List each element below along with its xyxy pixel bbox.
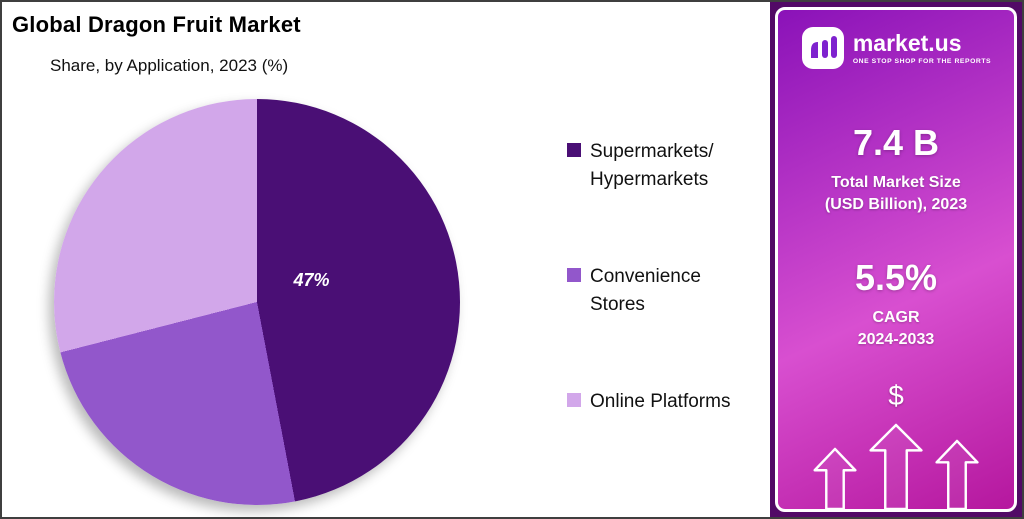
market-size-stat: 7.4 B Total Market Size (USD Billion), 2… <box>825 122 967 215</box>
market-size-label: Total Market Size (USD Billion), 2023 <box>824 174 968 213</box>
brand-text: market.us ONE STOP SHOP FOR THE REPORTS <box>853 31 991 65</box>
brand-tagline: ONE STOP SHOP FOR THE REPORTS <box>852 58 992 66</box>
legend-item: Supermarkets/ Hypermarkets <box>567 138 730 193</box>
dollar-icon: $ <box>888 380 904 412</box>
marketus-logo-icon <box>801 26 845 70</box>
cagr-label: CAGR 2024-2033 <box>857 309 935 348</box>
legend-item: Online Platforms <box>567 388 730 416</box>
legend-item: Convenience Stores <box>567 263 730 318</box>
legend-label: Convenience Stores <box>590 266 701 315</box>
cagr-value: 5.5% <box>854 257 938 299</box>
chart-title: Global Dragon Fruit Market <box>12 12 301 37</box>
chart-subtitle: Share, by Application, 2023 (%) <box>50 56 289 75</box>
legend-swatch <box>567 393 581 408</box>
market-size-value: 7.4 B <box>852 122 940 163</box>
legend: Supermarkets/ Hypermarkets Convenience S… <box>567 138 730 416</box>
growth-arrows-icon <box>812 421 980 509</box>
legend-swatch <box>567 143 581 157</box>
brand-logo: market.us ONE STOP SHOP FOR THE REPORTS <box>801 26 991 70</box>
sidebar-panel: market.us ONE STOP SHOP FOR THE REPORTS … <box>770 2 1022 517</box>
pie-chart: 47% <box>54 99 460 505</box>
brand-name: market.us <box>852 29 962 56</box>
legend-label: Supermarkets/ Hypermarkets <box>590 141 714 190</box>
pie-slice-label: 47% <box>293 269 330 290</box>
sidebar-panel-inner: market.us ONE STOP SHOP FOR THE REPORTS … <box>775 7 1017 512</box>
legend-swatch <box>567 268 581 283</box>
legend-label: Online Platforms <box>590 391 731 413</box>
chart-area: Global Dragon Fruit Market Share, by App… <box>2 2 770 517</box>
cagr-stat: 5.5% CAGR 2024-2033 <box>855 257 937 350</box>
